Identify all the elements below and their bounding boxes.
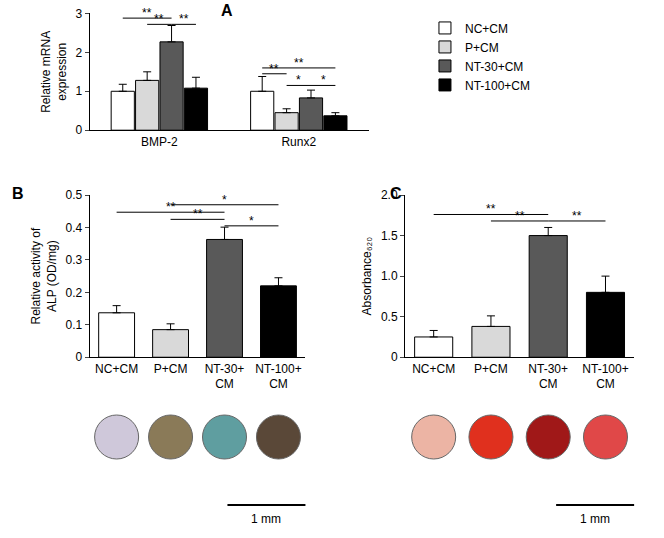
svg-text:P+CM: P+CM: [154, 362, 188, 376]
svg-text:BMP-2: BMP-2: [141, 135, 178, 149]
svg-text:0.1: 0.1: [66, 318, 83, 332]
svg-text:2: 2: [76, 46, 83, 60]
svg-text:**: **: [154, 12, 164, 26]
svg-text:Absorbance₆₂₀: Absorbance₆₂₀: [360, 237, 374, 316]
svg-text:NC+CM: NC+CM: [95, 362, 138, 376]
svg-text:NT-30+CM: NT-30+CM: [205, 362, 245, 392]
svg-text:0: 0: [76, 123, 83, 137]
svg-text:0.2: 0.2: [66, 286, 83, 300]
svg-text:P+CM: P+CM: [465, 41, 499, 55]
svg-text:0: 0: [391, 350, 398, 364]
svg-text:NT-100+CM: NT-100+CM: [465, 79, 530, 93]
svg-text:NC+CM: NC+CM: [412, 362, 455, 376]
svg-text:*: *: [321, 73, 326, 87]
svg-text:**: **: [515, 209, 525, 223]
svg-text:NC+CM: NC+CM: [465, 22, 508, 36]
svg-text:NT-100+CM: NT-100+CM: [582, 362, 628, 392]
svg-text:0: 0: [76, 350, 83, 364]
svg-text:**: **: [294, 56, 304, 70]
svg-text:1: 1: [76, 84, 83, 98]
svg-text:**: **: [486, 202, 496, 216]
svg-text:3: 3: [76, 7, 83, 21]
svg-text:0.3: 0.3: [66, 253, 83, 267]
svg-text:NT-30+CM: NT-30+CM: [465, 60, 523, 74]
svg-text:**: **: [269, 62, 279, 76]
svg-text:*: *: [296, 73, 301, 87]
svg-text:1 mm: 1 mm: [251, 512, 281, 526]
svg-text:Relative activity ofALP (OD/mg: Relative activity ofALP (OD/mg): [29, 227, 59, 324]
svg-text:Relative mRNAexpression: Relative mRNAexpression: [39, 31, 69, 113]
svg-text:2.0: 2.0: [381, 188, 398, 202]
svg-text:B: B: [12, 185, 24, 202]
svg-text:**: **: [572, 209, 582, 223]
svg-text:NT-30+CM: NT-30+CM: [528, 362, 568, 392]
svg-text:*: *: [222, 193, 227, 207]
svg-text:0.4: 0.4: [66, 221, 83, 235]
svg-text:1.5: 1.5: [381, 229, 398, 243]
svg-text:**: **: [193, 207, 203, 221]
svg-text:0.5: 0.5: [66, 188, 83, 202]
svg-text:1.0: 1.0: [381, 269, 398, 283]
svg-text:1 mm: 1 mm: [580, 512, 610, 526]
svg-text:**: **: [142, 6, 152, 20]
svg-text:C: C: [390, 185, 402, 202]
svg-text:A: A: [221, 2, 233, 19]
svg-text:0.5: 0.5: [381, 310, 398, 324]
svg-text:NT-100+CM: NT-100+CM: [255, 362, 301, 392]
svg-text:P+CM: P+CM: [474, 362, 508, 376]
svg-text:**: **: [179, 12, 189, 26]
svg-text:*: *: [249, 214, 254, 228]
svg-text:**: **: [166, 200, 176, 214]
svg-text:Runx2: Runx2: [281, 135, 316, 149]
